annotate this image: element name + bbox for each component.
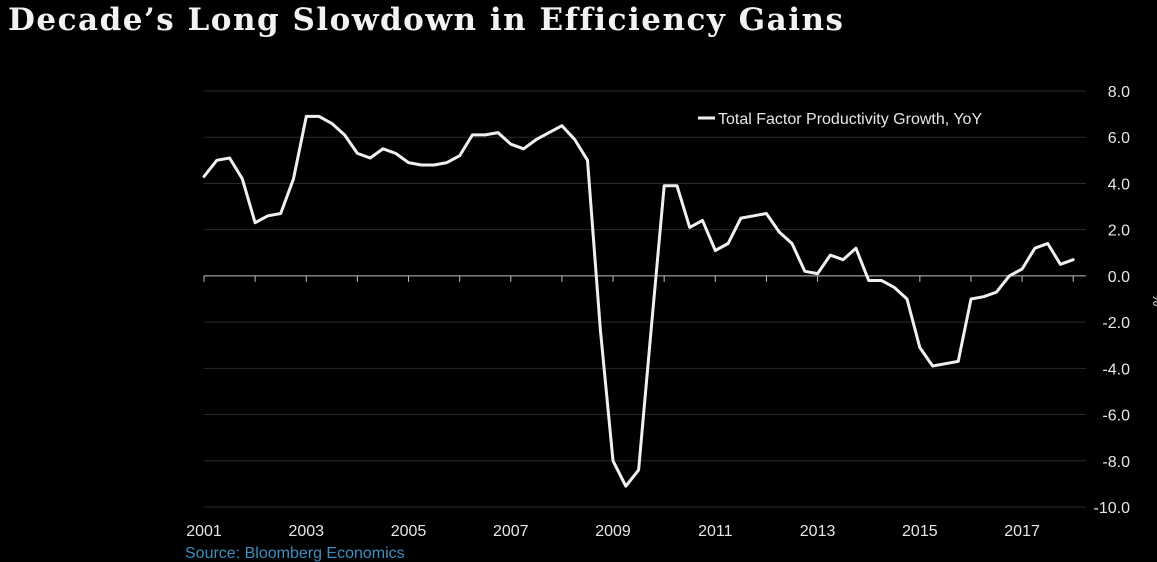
series-lines [202,114,1075,488]
x-tick-label: 2005 [391,523,427,540]
legend-label: Total Factor Productivity Growth, YoY [718,111,982,128]
y-axis-unit: % [1150,294,1157,306]
x-axis-labels: 2001 2003 2005 2007 2009 2011 2013 2015 2017 [186,523,1040,540]
x-tick-label: 2011 [698,523,733,540]
legend: Total Factor Productivity Growth, YoY [698,111,982,128]
y-tick-label: -2.0 [1102,315,1130,332]
y-tick-label: 8.0 [1108,84,1130,101]
y-axis-unit-label: % [1150,294,1157,306]
y-tick-label: 6.0 [1108,130,1130,147]
x-tick-label: 2007 [493,523,529,540]
y-tick-label: -10.0 [1094,500,1131,517]
x-tick-label: 2009 [595,523,631,540]
y-tick-label: 2.0 [1108,223,1130,240]
chart-title: Decade’s Long Slowdown in Efficiency Gai… [8,2,845,38]
y-tick-label: -8.0 [1102,454,1130,471]
y-tick-label: -4.0 [1102,361,1130,378]
y-axis-labels: 8.0 6.0 4.0 2.0 0.0 -2.0 -4.0 -6.0 -8.0 -10.0 [1094,84,1131,517]
line-chart: 8.0 6.0 4.0 2.0 0.0 -2.0 -4.0 -6.0 -8.0 -10.0 200… [186,84,1157,540]
series-line-tfp [202,114,1075,488]
x-tick-label: 2017 [1004,523,1040,540]
gridlines [204,90,1086,508]
y-tick-label: 4.0 [1108,176,1130,193]
x-tick-label: 2015 [902,523,938,540]
x-tick-label: 2003 [288,523,324,540]
source-note: Source: Bloomberg Economics [185,545,405,562]
x-tick-label: 2001 [186,523,222,540]
y-tick-label: 0.0 [1108,269,1130,286]
y-tick-label: -6.0 [1102,408,1130,425]
x-axis-ticks [203,275,1074,282]
x-tick-label: 2013 [800,523,836,540]
